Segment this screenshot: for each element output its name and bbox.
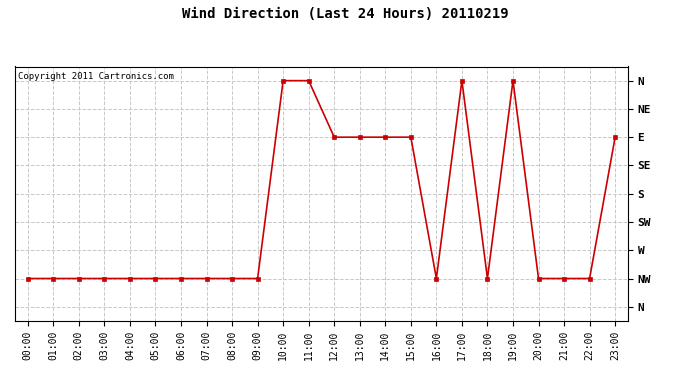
Text: Copyright 2011 Cartronics.com: Copyright 2011 Cartronics.com — [18, 72, 174, 81]
Text: Wind Direction (Last 24 Hours) 20110219: Wind Direction (Last 24 Hours) 20110219 — [181, 8, 509, 21]
